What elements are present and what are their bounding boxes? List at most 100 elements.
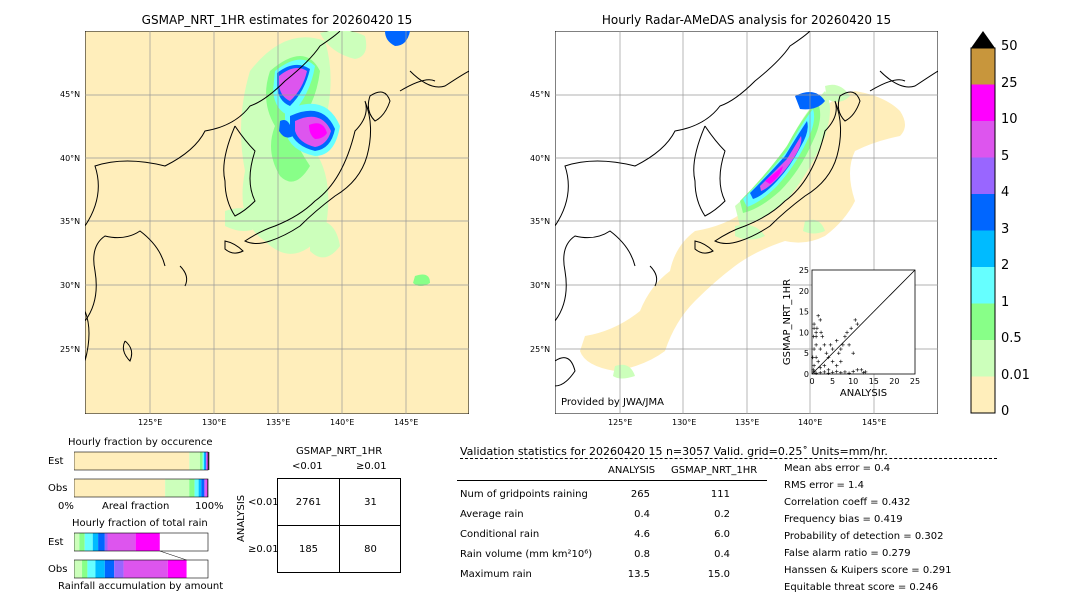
stacked-bar-segment <box>74 533 80 551</box>
right-lon-label-130: 130°E <box>672 418 697 427</box>
scatter-y-tick: 5 <box>804 349 809 358</box>
colorbar-label: 5 <box>1001 148 1010 164</box>
stacked-bar-segment <box>199 452 203 470</box>
scatter-y-tick: 25 <box>799 266 809 275</box>
contingency-table: 2761 31 185 80 <box>277 478 401 573</box>
left-lat-label-30: 30°N <box>60 281 81 290</box>
occurrence-chart-title: Hourly fraction by occurence <box>68 437 213 448</box>
contingency-cell-0-0: 2761 <box>295 497 322 508</box>
scatter-y-tick: 15 <box>799 308 809 317</box>
scatter-xlabel: ANALYSIS <box>840 388 887 399</box>
colorbar-label: 1 <box>1001 294 1010 310</box>
validation-row-analysis: 0.4 <box>634 509 650 520</box>
right-lat-label-40: 40°N <box>530 154 551 163</box>
colorbar-frame <box>970 47 996 414</box>
score-correlation: Correlation coeff = 0.432 <box>784 497 911 508</box>
scatter-point <box>836 351 841 355</box>
contingency-col-header-0: <0.01 <box>292 461 323 472</box>
total-rain-obs-label: Obs <box>48 564 68 575</box>
stacked-bar-segment <box>104 560 115 578</box>
colorbar-label: 4 <box>1001 185 1010 200</box>
contingency-row-header-0: <0.01 <box>248 497 279 508</box>
score-ets: Equitable threat score = 0.246 <box>784 582 939 593</box>
scatter-point <box>818 347 823 351</box>
scatter-point <box>847 343 851 347</box>
validation-row-analysis: 265 <box>630 489 650 500</box>
scatter-point <box>814 371 818 375</box>
score-frequency-bias: Frequency bias = 0.419 <box>784 514 903 525</box>
contingency-cell-1-0: 185 <box>298 544 319 555</box>
validation-row-analysis: 0.8 <box>634 549 650 560</box>
validation-header: Validation statistics for 20260420 15 n=… <box>460 445 888 458</box>
scatter-point <box>849 326 853 331</box>
scatter-point <box>861 370 866 375</box>
stacked-bar-segment <box>207 479 208 497</box>
stacked-bar-segment <box>87 560 96 578</box>
stacked-bar-segment <box>167 560 187 578</box>
occurrence-est-label: Est <box>48 456 64 467</box>
validation-row-label: Num of gridpoints raining <box>460 489 588 500</box>
right-lon-label-145: 145°E <box>862 418 887 427</box>
right-lon-label-125: 125°E <box>608 418 633 427</box>
stacked-bar-segment <box>194 479 199 497</box>
colorbar-segment <box>971 267 995 304</box>
left-grid <box>85 31 469 414</box>
stacked-bar-segment <box>165 479 190 497</box>
scatter-point <box>816 313 820 318</box>
colorbar-label: 2 <box>1001 258 1010 273</box>
scatter-point <box>812 347 816 351</box>
scatter-point <box>851 351 855 355</box>
scatter-point <box>843 370 847 374</box>
right-lon-label-135: 135°E <box>735 418 760 427</box>
scatter-point <box>853 318 858 322</box>
scatter-point <box>834 363 839 368</box>
scatter-point <box>863 370 868 374</box>
scatter-point <box>811 368 816 372</box>
stacked-bar-segment <box>206 452 208 470</box>
right-lat-label-25: 25°N <box>530 345 551 354</box>
scatter-point <box>816 359 820 364</box>
right-lat-label-35: 35°N <box>530 217 551 226</box>
score-hk: Hanssen & Kuipers score = 0.291 <box>784 565 952 576</box>
stacked-bar-segment <box>107 533 136 551</box>
radar-credit: Provided by JWA/JMA <box>561 397 664 408</box>
contingency-cell-1-1: 80 <box>364 544 377 555</box>
left-lat-label-25: 25°N <box>60 345 81 354</box>
validation-divider <box>460 458 997 459</box>
stacked-bar-segment <box>95 560 105 578</box>
contingency-cell-0-1: 31 <box>364 497 377 508</box>
stacked-bar-frame <box>74 559 209 579</box>
validation-col-gsmap: GSMAP_NRT_1HR <box>671 465 758 476</box>
validation-row-gsmap: 0.2 <box>714 509 730 520</box>
scatter-point <box>818 318 823 322</box>
colorbar-label: 3 <box>1001 221 1010 237</box>
left-lon-label-125: 125°E <box>138 418 163 427</box>
scatter-point <box>814 330 818 335</box>
stacked-bar-segment <box>82 560 88 578</box>
stacked-bar-segment <box>104 533 108 551</box>
total-rain-est-label: Est <box>48 537 64 548</box>
scatter-point <box>820 334 825 339</box>
stacked-bar-segment <box>98 533 105 551</box>
left-map <box>85 31 469 414</box>
scatter-point <box>830 370 835 375</box>
scatter-point <box>812 363 816 368</box>
scatter-point <box>839 370 843 375</box>
scatter-point <box>830 347 835 351</box>
scatter-point <box>841 343 845 347</box>
validation-row-gsmap: 6.0 <box>714 529 730 540</box>
scatter-point <box>818 365 823 370</box>
validation-row-analysis: 13.5 <box>627 569 650 580</box>
stacked-bar-segment <box>205 479 207 497</box>
scatter-point <box>822 370 827 374</box>
stacked-bar-segment <box>203 452 206 470</box>
scatter-point <box>855 368 860 372</box>
scatter-point <box>839 347 843 351</box>
left-coastlines <box>85 31 469 362</box>
contingency-row-axis-label: ANALYSIS <box>236 494 247 542</box>
colorbar-label: 0.5 <box>1001 331 1022 346</box>
scatter-point <box>845 330 849 335</box>
stacked-bar-segment <box>74 560 83 578</box>
scatter-point <box>811 355 815 360</box>
scatter-ylabel: GSMAP_NRT_1HR <box>782 279 793 365</box>
